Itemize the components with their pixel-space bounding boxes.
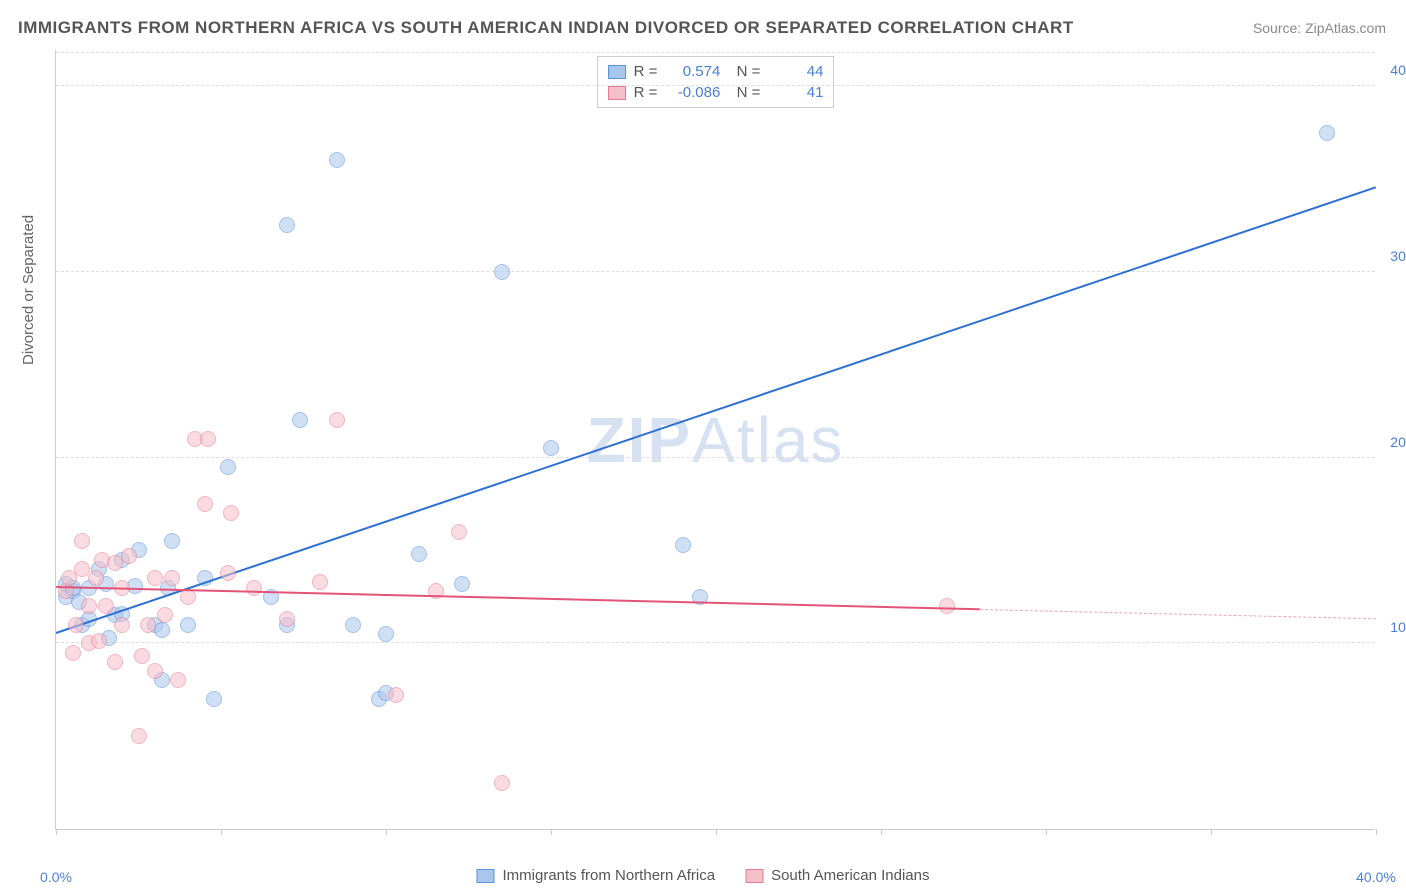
scatter-point [939,598,955,614]
scatter-point [164,570,180,586]
scatter-point [246,580,262,596]
watermark-bold: ZIP [587,404,693,476]
legend-n-value: 41 [768,84,823,101]
scatter-point [68,617,84,633]
scatter-point [454,576,470,592]
scatter-point [91,633,107,649]
gridline [56,457,1375,458]
gridline [56,642,1375,643]
correlation-legend: R = 0.574 N = 44 R = -0.086 N = 41 [597,56,835,108]
scatter-point [114,617,130,633]
legend-item: South American Indians [745,867,929,884]
watermark-light: Atlas [692,404,844,476]
scatter-chart: ZIPAtlas R =0.574 N =44R =-0.086 N =41 1… [55,50,1375,830]
y-tick-label: 30.0% [1380,248,1406,264]
legend-n-label: N = [728,63,760,80]
legend-r-value: 0.574 [665,63,720,80]
x-tick-mark [716,829,717,835]
legend-swatch [477,869,495,883]
scatter-point [134,648,150,664]
scatter-point [312,574,328,590]
x-tick-mark [221,829,222,835]
gridline [56,271,1375,272]
y-tick-label: 40.0% [1380,62,1406,78]
legend-n-value: 44 [768,63,823,80]
x-tick-mark [1211,829,1212,835]
legend-swatch [745,869,763,883]
scatter-point [292,412,308,428]
x-tick-label: 40.0% [1356,869,1396,885]
scatter-point [329,152,345,168]
legend-r-label: R = [634,84,658,101]
scatter-point [65,645,81,661]
scatter-point [88,570,104,586]
scatter-point [107,654,123,670]
scatter-point [200,431,216,447]
scatter-point [279,611,295,627]
scatter-point [220,565,236,581]
scatter-point [121,548,137,564]
scatter-point [197,496,213,512]
scatter-point [675,537,691,553]
scatter-point [81,598,97,614]
legend-swatch [608,65,626,79]
scatter-point [74,533,90,549]
legend-swatch [608,86,626,100]
chart-title: IMMIGRANTS FROM NORTHERN AFRICA VS SOUTH… [18,18,1074,38]
x-tick-mark [56,829,57,835]
y-tick-label: 20.0% [1380,434,1406,450]
legend-label: South American Indians [771,867,929,884]
scatter-point [411,546,427,562]
scatter-point [131,728,147,744]
x-tick-mark [1376,829,1377,835]
legend-r-label: R = [634,63,658,80]
scatter-point [451,524,467,540]
gridline [56,85,1375,86]
scatter-point [345,617,361,633]
scatter-point [206,691,222,707]
scatter-point [388,687,404,703]
source-attribution: Source: ZipAtlas.com [1253,20,1386,36]
scatter-point [220,459,236,475]
scatter-point [378,626,394,642]
legend-n-label: N = [728,84,760,101]
scatter-point [98,598,114,614]
legend-row: R = 0.574 N = 44 [608,61,824,82]
scatter-point [223,505,239,521]
scatter-point [140,617,156,633]
x-tick-mark [881,829,882,835]
scatter-point [170,672,186,688]
legend-item: Immigrants from Northern Africa [477,867,716,884]
scatter-point [543,440,559,456]
x-tick-mark [1046,829,1047,835]
series-legend: Immigrants from Northern Africa South Ame… [477,867,930,884]
scatter-point [147,570,163,586]
gridline [56,52,1375,53]
scatter-point [180,617,196,633]
scatter-point [494,264,510,280]
scatter-point [1319,125,1335,141]
y-tick-label: 10.0% [1380,619,1406,635]
scatter-point [164,533,180,549]
trend-line [56,186,1377,634]
y-axis-label: Divorced or Separated [20,215,37,365]
legend-r-value: -0.086 [665,84,720,101]
trend-line [980,609,1376,619]
scatter-point [329,412,345,428]
x-tick-mark [386,829,387,835]
scatter-point [157,607,173,623]
scatter-point [147,663,163,679]
legend-label: Immigrants from Northern Africa [503,867,716,884]
scatter-point [279,217,295,233]
x-tick-label: 0.0% [40,869,72,885]
scatter-point [494,775,510,791]
x-tick-mark [551,829,552,835]
